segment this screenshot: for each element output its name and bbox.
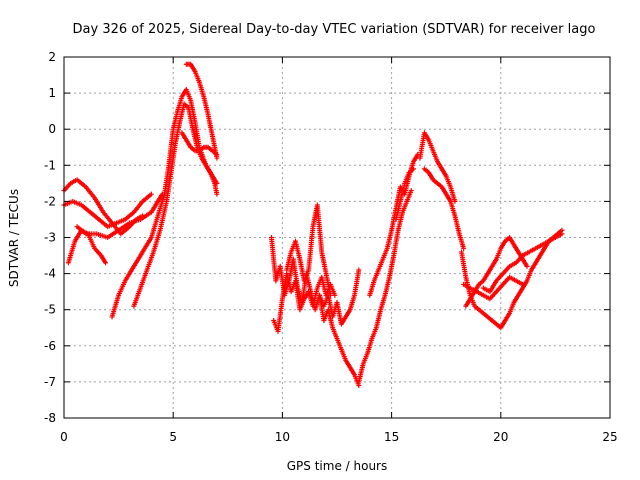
data-point <box>452 198 458 204</box>
series-track20 <box>480 231 565 295</box>
x-tick-label: 0 <box>60 430 68 444</box>
data-point <box>559 231 565 237</box>
series-track4 <box>74 191 165 240</box>
y-tick-label: -2 <box>44 194 56 208</box>
series-track19 <box>463 235 530 309</box>
grid <box>64 57 610 418</box>
series-track1 <box>61 177 146 237</box>
series-track12 <box>317 267 362 327</box>
y-tick-label: -8 <box>44 411 56 425</box>
y-tick-label: 1 <box>48 86 56 100</box>
data-point <box>408 188 414 194</box>
y-tick-label: 2 <box>48 50 56 64</box>
data-point <box>356 267 362 273</box>
series-track17 <box>421 166 467 251</box>
series-track15 <box>393 166 416 222</box>
series-track13 <box>356 188 414 385</box>
series-track16 <box>417 130 458 204</box>
series-track21 <box>461 274 526 302</box>
x-tick-label: 15 <box>384 430 399 444</box>
y-tick-label: -3 <box>44 231 56 245</box>
axis-ticks: 0 5 10 15 20 25 -8 -7 -6 -5 -4 -3 -2 -1 0 1 2 <box>44 50 618 444</box>
data-point <box>102 260 108 266</box>
y-tick-label: -7 <box>44 375 56 389</box>
data-point <box>214 151 220 157</box>
data-point <box>461 245 467 251</box>
chart-title: Day 326 of 2025, Sidereal Day-to-day VTE… <box>73 22 596 37</box>
data-point <box>332 292 338 298</box>
data-point <box>148 191 154 197</box>
x-tick-label: 10 <box>275 430 290 444</box>
y-tick-label: -6 <box>44 339 56 353</box>
series-track7 <box>183 61 220 161</box>
series-track8 <box>179 130 220 157</box>
data-points <box>61 61 565 389</box>
series-track3 <box>65 227 108 266</box>
y-tick-label: 0 <box>48 122 56 136</box>
series-track14 <box>367 151 421 298</box>
y-axis-label: SDTVAR / TECUs <box>7 189 21 287</box>
x-axis-label: GPS time / hours <box>287 459 388 473</box>
series-track6 <box>131 101 220 309</box>
data-point <box>214 191 220 197</box>
series-track11 <box>284 202 333 298</box>
data-point <box>520 281 526 287</box>
series-track2 <box>61 191 154 230</box>
data-point <box>524 263 530 269</box>
x-tick-label: 5 <box>169 430 177 444</box>
y-tick-label: -5 <box>44 303 56 317</box>
x-tick-label: 20 <box>493 430 508 444</box>
y-tick-label: -1 <box>44 158 56 172</box>
y-tick-label: -4 <box>44 267 56 281</box>
x-tick-label: 25 <box>602 430 617 444</box>
data-point <box>410 166 416 172</box>
